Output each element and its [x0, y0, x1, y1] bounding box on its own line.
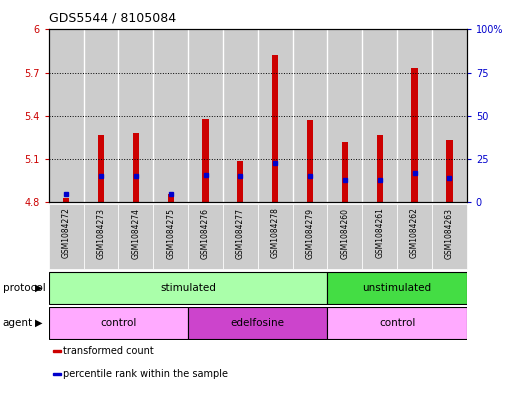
Bar: [307, 120, 313, 202]
Bar: [327, 204, 362, 269]
Bar: [49, 307, 188, 339]
Bar: [168, 194, 174, 202]
Bar: [397, 204, 432, 269]
Bar: [432, 29, 467, 202]
Bar: [272, 55, 279, 202]
Text: GDS5544 / 8105084: GDS5544 / 8105084: [49, 12, 176, 25]
Text: GSM1084260: GSM1084260: [341, 208, 349, 259]
Bar: [153, 204, 188, 269]
Bar: [292, 204, 327, 269]
Bar: [49, 272, 327, 304]
Bar: [133, 133, 139, 202]
Bar: [84, 204, 119, 269]
Text: GSM1084274: GSM1084274: [131, 208, 141, 259]
Bar: [237, 161, 244, 202]
Bar: [411, 68, 418, 202]
Bar: [446, 140, 452, 202]
Text: transformed count: transformed count: [63, 346, 154, 356]
Bar: [362, 204, 397, 269]
Bar: [98, 135, 104, 202]
Text: control: control: [100, 318, 136, 328]
Bar: [362, 29, 397, 202]
Text: GSM1084272: GSM1084272: [62, 208, 71, 259]
Text: agent: agent: [3, 318, 33, 328]
Bar: [188, 204, 223, 269]
Bar: [327, 272, 467, 304]
Bar: [342, 142, 348, 202]
Bar: [292, 29, 327, 202]
Bar: [49, 29, 84, 202]
Bar: [188, 307, 327, 339]
Bar: [63, 198, 69, 202]
Bar: [119, 29, 153, 202]
Text: GSM1084273: GSM1084273: [96, 208, 106, 259]
Text: percentile rank within the sample: percentile rank within the sample: [63, 369, 228, 379]
Text: ▶: ▶: [35, 283, 43, 293]
Text: GSM1084261: GSM1084261: [375, 208, 384, 259]
Bar: [188, 29, 223, 202]
Bar: [49, 204, 84, 269]
Bar: [223, 204, 258, 269]
Bar: [327, 307, 467, 339]
Bar: [258, 29, 292, 202]
Text: stimulated: stimulated: [160, 283, 216, 293]
Text: GSM1084262: GSM1084262: [410, 208, 419, 259]
Bar: [432, 204, 467, 269]
Text: GSM1084263: GSM1084263: [445, 208, 454, 259]
Bar: [327, 29, 362, 202]
Bar: [119, 204, 153, 269]
Bar: [53, 351, 61, 352]
Bar: [258, 204, 292, 269]
Text: GSM1084276: GSM1084276: [201, 208, 210, 259]
Text: protocol: protocol: [3, 283, 45, 293]
Text: control: control: [379, 318, 416, 328]
Bar: [377, 135, 383, 202]
Bar: [203, 119, 209, 202]
Bar: [397, 29, 432, 202]
Text: GSM1084279: GSM1084279: [306, 208, 314, 259]
Text: GSM1084275: GSM1084275: [166, 208, 175, 259]
Bar: [53, 373, 61, 375]
Text: unstimulated: unstimulated: [363, 283, 432, 293]
Text: edelfosine: edelfosine: [231, 318, 285, 328]
Text: GSM1084277: GSM1084277: [236, 208, 245, 259]
Bar: [84, 29, 119, 202]
Bar: [223, 29, 258, 202]
Bar: [153, 29, 188, 202]
Text: GSM1084278: GSM1084278: [271, 208, 280, 259]
Text: ▶: ▶: [35, 318, 43, 328]
